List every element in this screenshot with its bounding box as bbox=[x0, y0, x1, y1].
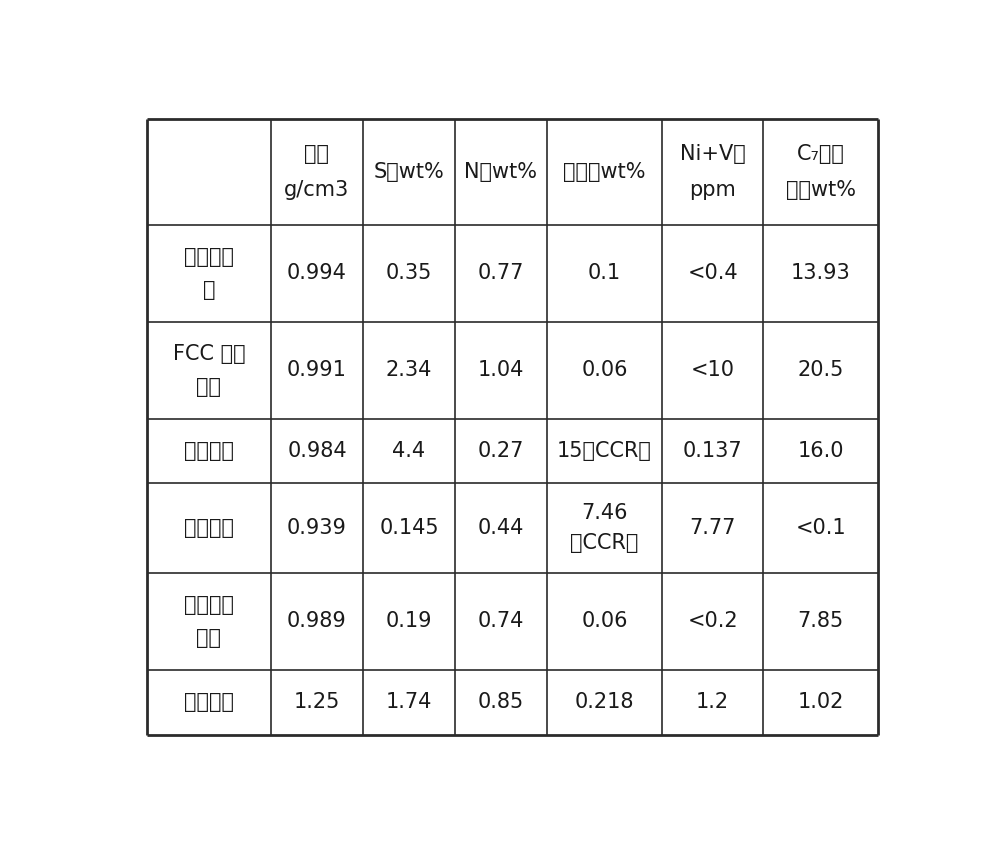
Text: 0.218: 0.218 bbox=[575, 692, 634, 712]
Text: 煤焦油沥: 煤焦油沥 bbox=[184, 246, 234, 267]
Text: 0.989: 0.989 bbox=[287, 611, 347, 632]
Text: 7.77: 7.77 bbox=[689, 518, 736, 538]
Text: 物，wt%: 物，wt% bbox=[786, 180, 856, 199]
Text: 0.85: 0.85 bbox=[478, 692, 524, 712]
Text: 渣油: 渣油 bbox=[196, 377, 221, 397]
Text: <0.1: <0.1 bbox=[795, 518, 846, 538]
Text: 16.0: 16.0 bbox=[798, 441, 844, 461]
Text: 石油沥青: 石油沥青 bbox=[184, 692, 234, 712]
Text: 1.74: 1.74 bbox=[386, 692, 432, 712]
Text: 0.137: 0.137 bbox=[683, 441, 742, 461]
Text: 13.93: 13.93 bbox=[791, 263, 851, 283]
Text: 7.85: 7.85 bbox=[798, 611, 844, 632]
Text: 0.984: 0.984 bbox=[287, 441, 347, 461]
Text: 0.939: 0.939 bbox=[287, 518, 347, 538]
Text: 0.994: 0.994 bbox=[287, 263, 347, 283]
Text: 0.77: 0.77 bbox=[478, 263, 524, 283]
Text: 密度: 密度 bbox=[304, 144, 329, 164]
Text: <0.2: <0.2 bbox=[687, 611, 738, 632]
Text: 0.44: 0.44 bbox=[478, 518, 524, 538]
Text: <10: <10 bbox=[691, 360, 735, 380]
Text: 焦油: 焦油 bbox=[196, 628, 221, 648]
Text: 1.04: 1.04 bbox=[478, 360, 524, 380]
Text: S，wt%: S，wt% bbox=[374, 161, 444, 182]
Text: FCC 减压: FCC 减压 bbox=[173, 344, 245, 363]
Text: 0.27: 0.27 bbox=[478, 441, 524, 461]
Text: C₇不溶: C₇不溶 bbox=[797, 144, 845, 164]
Text: 常压残油: 常压残油 bbox=[184, 441, 234, 461]
Text: 1.25: 1.25 bbox=[294, 692, 340, 712]
Text: 20.5: 20.5 bbox=[798, 360, 844, 380]
Text: Ni+V，: Ni+V， bbox=[680, 144, 746, 164]
Text: 0.145: 0.145 bbox=[379, 518, 439, 538]
Text: 0.06: 0.06 bbox=[581, 360, 628, 380]
Text: 2.34: 2.34 bbox=[386, 360, 432, 380]
Text: 1.02: 1.02 bbox=[798, 692, 844, 712]
Text: 青: 青 bbox=[203, 279, 215, 299]
Text: 0.06: 0.06 bbox=[581, 611, 628, 632]
Text: 0.35: 0.35 bbox=[386, 263, 432, 283]
Text: 0.1: 0.1 bbox=[588, 263, 621, 283]
Text: 0.991: 0.991 bbox=[287, 360, 347, 380]
Text: 4.4: 4.4 bbox=[392, 441, 426, 461]
Text: 1.2: 1.2 bbox=[696, 692, 729, 712]
Text: 灰分，wt%: 灰分，wt% bbox=[563, 161, 646, 182]
Text: <0.4: <0.4 bbox=[687, 263, 738, 283]
Text: （CCR）: （CCR） bbox=[570, 533, 639, 553]
Text: 7.46: 7.46 bbox=[581, 503, 628, 523]
Text: g/cm3: g/cm3 bbox=[284, 180, 350, 199]
Text: ppm: ppm bbox=[689, 180, 736, 199]
Text: 0.74: 0.74 bbox=[478, 611, 524, 632]
Text: N，wt%: N，wt% bbox=[464, 161, 537, 182]
Text: 减压残油: 减压残油 bbox=[184, 518, 234, 538]
Text: 0.19: 0.19 bbox=[386, 611, 432, 632]
Text: 15（CCR）: 15（CCR） bbox=[557, 441, 652, 461]
Text: 热分解煤: 热分解煤 bbox=[184, 595, 234, 615]
